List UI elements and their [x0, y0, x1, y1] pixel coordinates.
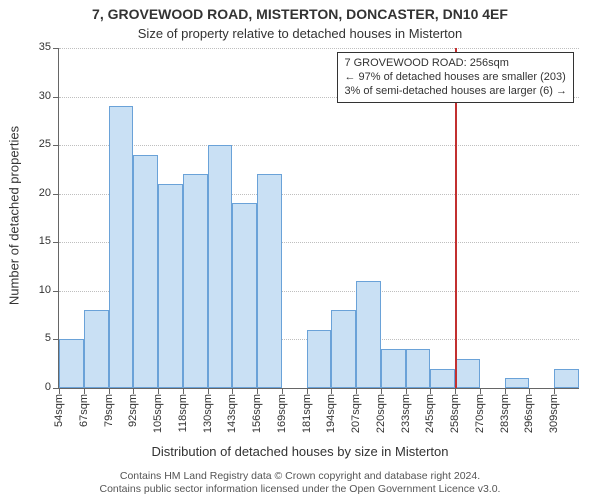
annotation-line: 7 GROVEWOOD ROAD: 256sqm	[344, 57, 567, 71]
histogram-bar	[133, 155, 158, 388]
annotation-line: ← 97% of detached houses are smaller (20…	[344, 71, 567, 85]
histogram-bar	[232, 203, 257, 388]
grid-line	[59, 48, 579, 49]
histogram-bar	[554, 369, 579, 388]
histogram-bar	[257, 174, 282, 388]
histogram-bar	[59, 339, 84, 388]
histogram-bar	[430, 369, 455, 388]
histogram-bar	[183, 174, 208, 388]
grid-line	[59, 145, 579, 146]
histogram-bar	[406, 349, 431, 388]
chart-subtitle: Size of property relative to detached ho…	[0, 26, 600, 41]
histogram-bar	[505, 378, 530, 388]
x-axis-label: Distribution of detached houses by size …	[0, 444, 600, 459]
histogram-bar	[455, 359, 480, 388]
histogram-bar	[307, 330, 332, 388]
histogram-bar	[381, 349, 406, 388]
footer-attribution: Contains HM Land Registry data © Crown c…	[0, 470, 600, 496]
annotation-box: 7 GROVEWOOD ROAD: 256sqm ← 97% of detach…	[337, 52, 574, 103]
chart-container: 7, GROVEWOOD ROAD, MISTERTON, DONCASTER,…	[0, 0, 600, 500]
histogram-bar	[109, 106, 134, 388]
histogram-bar	[84, 310, 109, 388]
histogram-bar	[331, 310, 356, 388]
footer-line: Contains public sector information licen…	[0, 483, 600, 496]
y-axis-label: Number of detached properties	[7, 116, 22, 316]
footer-line: Contains HM Land Registry data © Crown c…	[0, 470, 600, 483]
histogram-bar	[158, 184, 183, 388]
histogram-bar	[356, 281, 381, 388]
chart-title: 7, GROVEWOOD ROAD, MISTERTON, DONCASTER,…	[0, 6, 600, 22]
annotation-line: 3% of semi-detached houses are larger (6…	[344, 85, 567, 99]
histogram-bar	[208, 145, 233, 388]
